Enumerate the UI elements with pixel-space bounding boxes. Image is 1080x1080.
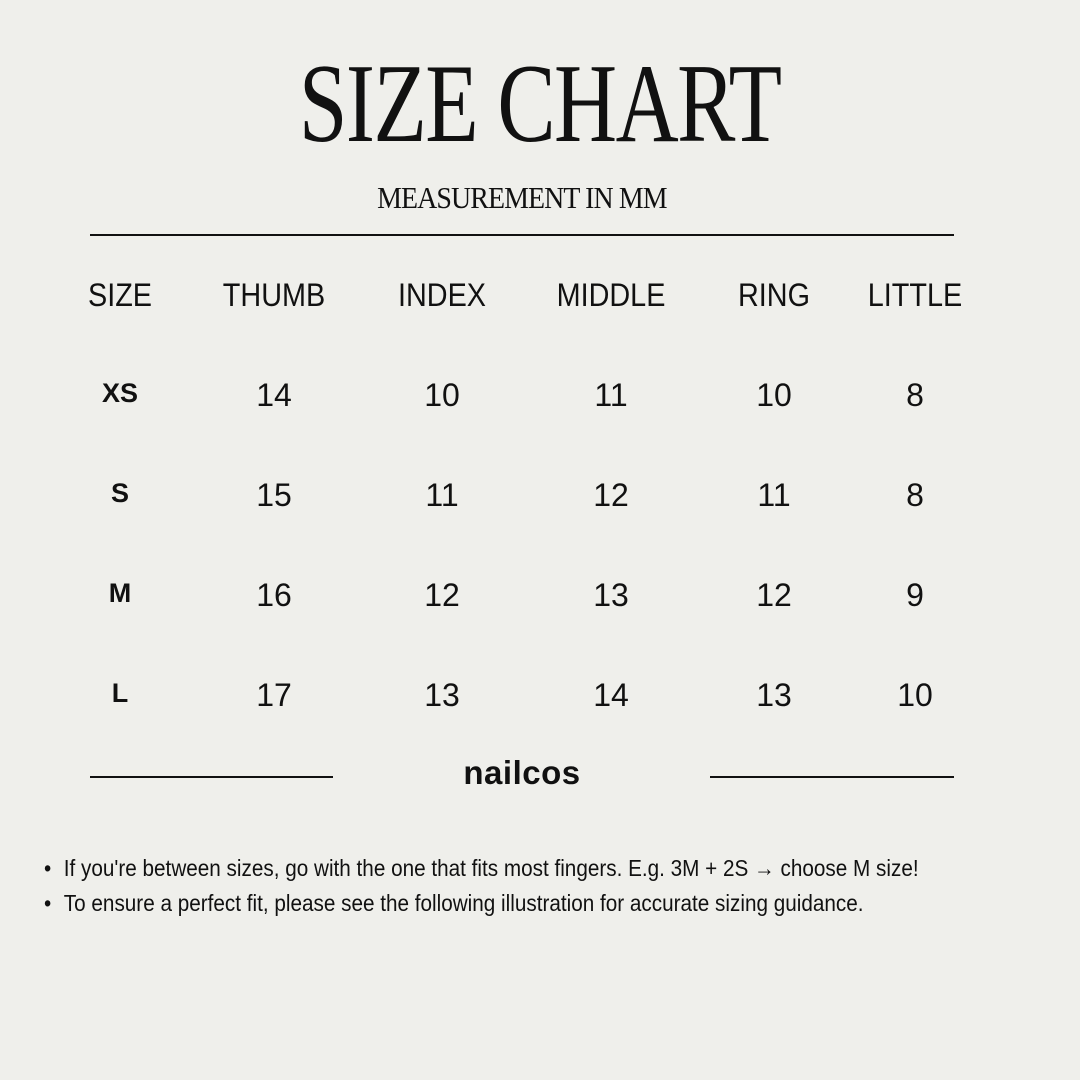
table-cell: 12 [756,577,792,613]
column-header-little: LITTLE [867,277,963,313]
table-cell: 12 [593,477,629,513]
bottom-divider-right [710,776,954,778]
table-cell: 11 [425,477,459,513]
table-cell: 17 [256,677,292,713]
column-header-middle: MIDDLE [556,277,666,313]
note-item: • To ensure a perfect fit, please see the… [44,890,864,917]
note-text: To ensure a perfect fit, please see the … [63,890,864,916]
size-label: L [111,678,129,708]
table-cell: 8 [906,377,924,413]
bullet-icon: • [44,890,52,916]
page-title: SIZE CHART [0,48,1080,160]
table-cell: 10 [424,377,460,413]
size-label: S [110,478,129,508]
subtitle: MEASUREMENT IN MM [0,180,1044,216]
table-cell: 13 [424,677,460,713]
column-header-ring: RING [738,277,810,313]
table-cell: 11 [594,377,628,413]
table-cell: 10 [756,377,792,413]
size-label: XS [101,378,139,408]
brand-logo: nailcos [463,754,581,791]
column-header-thumb: THUMB [222,277,326,313]
bottom-divider-left [90,776,333,778]
table-cell: 8 [906,477,924,513]
table-cell: 16 [256,577,292,613]
table-cell: 14 [593,677,629,713]
table-cell: 14 [256,377,292,413]
table-cell: 12 [424,577,460,613]
table-cell: 13 [593,577,629,613]
column-header-size: SIZE [87,277,153,313]
column-header-index: INDEX [397,277,487,313]
table-cell: 15 [256,477,292,513]
table-cell: 11 [757,477,791,513]
note-text: If you're between sizes, go with the one… [63,855,919,881]
note-item: • If you're between sizes, go with the on… [44,855,919,882]
bullet-icon: • [44,855,52,881]
table-cell: 10 [897,677,933,713]
subtitle-text: MEASUREMENT IN MM [377,180,667,215]
table-cell: 9 [906,577,924,613]
table-cell: 13 [756,677,792,713]
top-divider [90,234,954,236]
title-text: SIZE CHART [299,42,782,166]
size-label: M [108,578,132,608]
